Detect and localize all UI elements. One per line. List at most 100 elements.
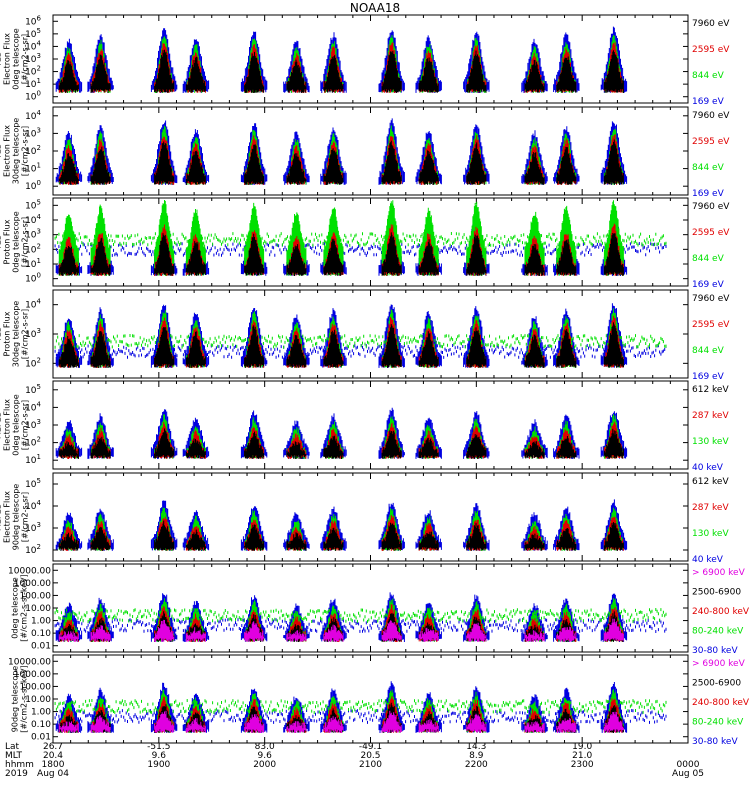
x-tick-label: 8.9 (469, 751, 484, 761)
x-tick-label: 2200 (465, 760, 488, 770)
x-tick-label: Aug 04 (37, 769, 69, 779)
y-axis-label: [#/cm2-s-sr] (21, 492, 30, 542)
legend-entry: 7960 eV (692, 202, 730, 212)
y-tick-label: 105 (25, 477, 41, 490)
legend-entry: 287 keV (692, 503, 729, 513)
y-axis-label: [#/cm2-s-sr] (21, 400, 30, 450)
y-tick-label: 1000.00 (14, 670, 51, 680)
panel-8: 0.01 0.10 1.00 10.00 100.00 1000.00 10000.0090… (8, 654, 750, 747)
y-tick-label: 101 (25, 453, 41, 466)
legend-entry: > 6900 keV (692, 659, 746, 669)
legend-entry: 40 keV (692, 463, 724, 473)
y-axis-label: Electron Flux (3, 33, 12, 85)
legend-entry: 240-800 keV (692, 607, 750, 617)
x-row-label: hhmm (5, 760, 34, 770)
y-axis-label: 30deg telescope (12, 301, 21, 368)
legend-entry: 612 keV (692, 385, 729, 395)
y-tick-label: 10000.00 (8, 657, 51, 667)
series-marks (55, 26, 628, 93)
panel-frame (52, 106, 689, 196)
x-tick-label: 14.3 (466, 742, 486, 752)
y-axis-label: Proton Flux (3, 219, 12, 264)
series-trace (54, 200, 667, 276)
y-tick-label: 102 (25, 543, 41, 556)
y-tick-label: 105 (25, 198, 41, 211)
legend-entry: 2595 eV (692, 137, 730, 147)
x-tick-label: 20.5 (360, 751, 380, 761)
y-tick-label: 0.10 (31, 720, 51, 730)
legend-entry: 169 eV (692, 280, 725, 290)
series-marks (54, 303, 667, 368)
y-axis-label: 0deg telescope (12, 28, 21, 89)
x-tick-label: 9.6 (258, 751, 273, 761)
y-tick-label: 10.00 (25, 604, 51, 614)
y-axis-label: 30deg telescope (12, 118, 21, 185)
y-tick-label: 10.00 (25, 695, 51, 705)
y-axis-label: Electron Flux (3, 399, 12, 451)
legend-entry: 30-80 keV (692, 646, 738, 656)
series-trace (58, 139, 624, 185)
y-axis-label: TED (0, 51, 3, 68)
y-axis-label: TED (0, 143, 3, 160)
y-axis-label: Electron Flux (3, 125, 12, 177)
y-tick-label: 100.00 (20, 682, 52, 692)
y-axis-label: 0deg telescope (12, 394, 21, 455)
legend-entry: 30-80 keV (692, 737, 738, 747)
panel-frame (52, 380, 689, 470)
y-axis-label: 90deg telescope (12, 484, 21, 551)
legend-entry: 40 keV (692, 555, 724, 565)
legend-entry: 80-240 keV (692, 627, 744, 637)
y-axis-label: MEPED (0, 503, 3, 531)
legend-entry: 2595 eV (692, 45, 730, 55)
y-tick-label: 100 (25, 90, 41, 103)
y-axis-label: 0deg telescope (11, 577, 20, 638)
chart-title: NOAA18 (349, 1, 401, 15)
series-trace (58, 322, 624, 368)
legend-entry: 612 keV (692, 477, 729, 487)
panel-frame (52, 654, 689, 744)
x-row-label: Lat (5, 742, 20, 752)
x-tick-label: -51.5 (147, 742, 170, 752)
y-tick-label: 0.10 (31, 629, 51, 639)
x-row-label: MLT (5, 751, 23, 761)
panel-frame (52, 14, 689, 104)
x-tick-label: 20.4 (43, 751, 63, 761)
x-tick-label: 2300 (571, 760, 594, 770)
series-trace (58, 49, 624, 93)
legend-entry: 130 keV (692, 437, 729, 447)
series-marks (55, 118, 628, 185)
x-tick-label: 21.0 (572, 751, 592, 761)
x-tick-label: 9.6 (152, 751, 167, 761)
y-tick-label: 104 (25, 109, 41, 122)
y-tick-label: 10000.00 (8, 566, 51, 576)
y-axis-label: [#/cm2-s-sr] (21, 34, 30, 84)
y-tick-label: 0.01 (31, 642, 51, 652)
legend-entry: > 6900 keV (692, 568, 746, 578)
legend-entry: 240-800 keV (692, 698, 750, 708)
series-marks (55, 499, 628, 551)
legend-entry: 2500-6900 (692, 588, 741, 598)
series-marks (54, 200, 667, 276)
series-trace (58, 520, 624, 551)
y-axis-label: Electron Flux (3, 491, 12, 543)
x-tick-label: 83.0 (255, 742, 275, 752)
y-tick-label: 1.00 (31, 708, 51, 718)
x-tick-label: 19.0 (572, 742, 592, 752)
legend-entry: 844 eV (692, 71, 725, 81)
x-tick-label: 1800 (42, 760, 65, 770)
y-tick-label: 0.01 (31, 733, 51, 743)
x-tick-label: Aug 05 (672, 769, 704, 779)
panel-7: 0.01 0.10 1.00 10.00 100.00 1000.00 10000.000d… (8, 563, 750, 656)
legend-entry: 2595 eV (692, 228, 730, 238)
x-tick-label: 1900 (147, 760, 170, 770)
legend-entry: 169 eV (692, 189, 725, 199)
y-axis-label: [#/cm2-s-sr-keV] (20, 665, 29, 732)
series-trace (58, 710, 624, 733)
series-trace (58, 232, 624, 276)
